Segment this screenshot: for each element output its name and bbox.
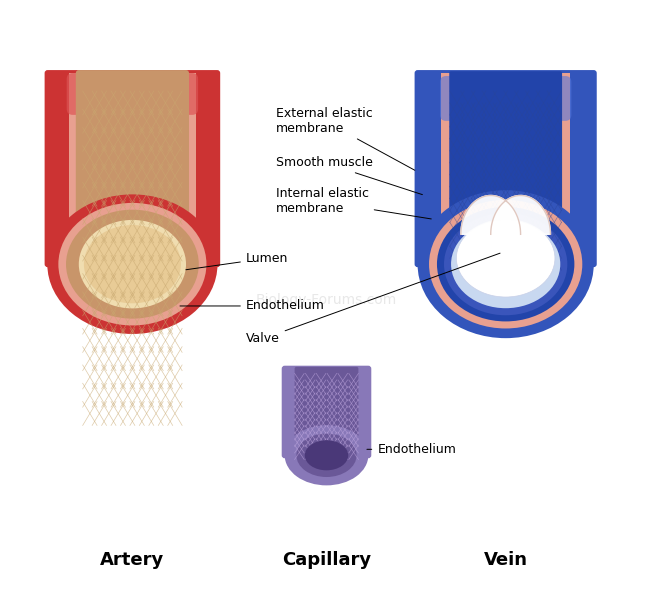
Text: Endothelium: Endothelium: [367, 443, 456, 456]
FancyBboxPatch shape: [415, 70, 597, 267]
Bar: [556, 73, 570, 264]
Text: Biology-Forums.com: Biology-Forums.com: [256, 293, 397, 307]
Ellipse shape: [285, 425, 368, 485]
Ellipse shape: [444, 213, 567, 315]
Ellipse shape: [451, 220, 560, 308]
Ellipse shape: [66, 210, 199, 319]
Bar: [441, 73, 456, 264]
Ellipse shape: [47, 194, 217, 334]
FancyBboxPatch shape: [76, 70, 189, 273]
Ellipse shape: [437, 207, 575, 322]
Text: Lumen: Lumen: [186, 251, 288, 270]
Text: Valve: Valve: [246, 253, 500, 346]
Polygon shape: [461, 196, 520, 235]
Ellipse shape: [456, 220, 555, 297]
Text: Endothelium: Endothelium: [180, 299, 325, 313]
Ellipse shape: [305, 440, 348, 470]
FancyBboxPatch shape: [67, 73, 198, 115]
Text: External elastic
membrane: External elastic membrane: [276, 107, 415, 170]
Ellipse shape: [429, 200, 582, 328]
Text: Artery: Artery: [101, 551, 165, 569]
Text: Vein: Vein: [484, 551, 528, 569]
Bar: [69, 73, 83, 264]
Ellipse shape: [417, 190, 594, 338]
Polygon shape: [491, 196, 550, 235]
FancyBboxPatch shape: [281, 365, 372, 458]
FancyBboxPatch shape: [295, 367, 358, 457]
Ellipse shape: [84, 225, 181, 304]
Text: Smooth muscle: Smooth muscle: [276, 156, 422, 194]
FancyBboxPatch shape: [449, 71, 562, 266]
Text: Capillary: Capillary: [282, 551, 371, 569]
FancyBboxPatch shape: [44, 70, 220, 267]
FancyBboxPatch shape: [440, 76, 571, 121]
Ellipse shape: [296, 434, 357, 477]
Ellipse shape: [79, 220, 186, 308]
Ellipse shape: [58, 203, 206, 325]
Bar: [182, 73, 196, 264]
Text: Internal elastic
membrane: Internal elastic membrane: [276, 187, 431, 219]
